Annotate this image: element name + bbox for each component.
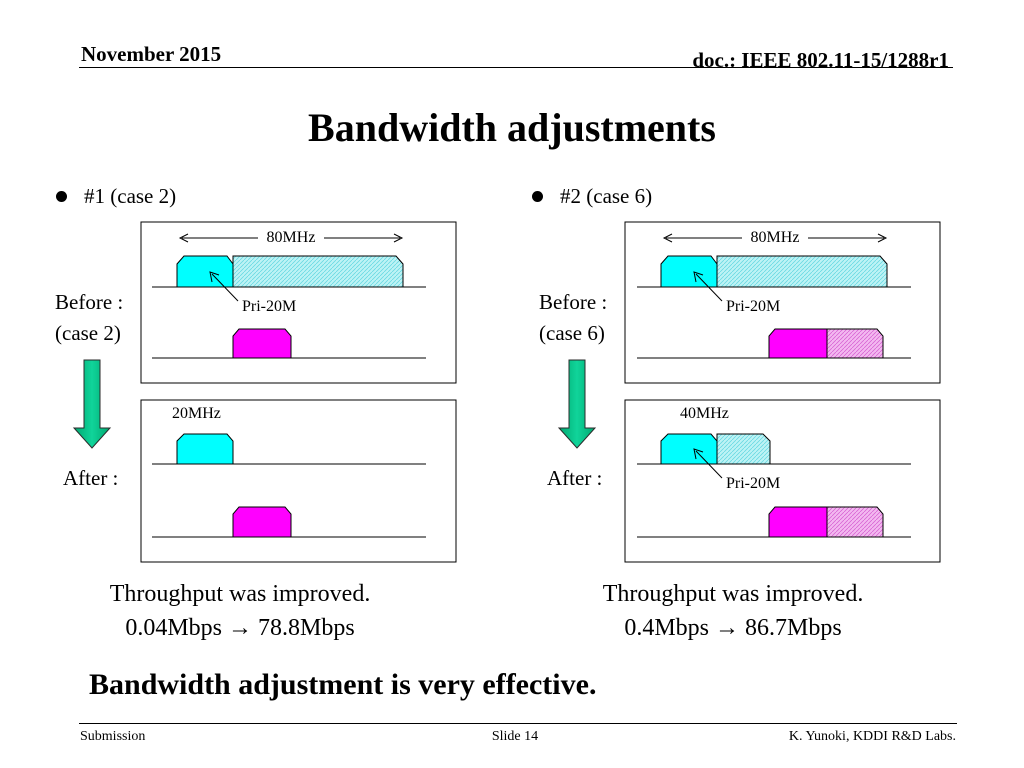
footer-author: K. Yunoki, KDDI R&D Labs.: [788, 729, 956, 744]
interferer-block: [768, 328, 828, 359]
arrowhead-left-icon: [178, 233, 189, 243]
interferer-block: [232, 328, 292, 359]
after-box-left: [140, 399, 457, 563]
primary-label: Pri-20M: [726, 298, 780, 315]
header-doc-id: doc.: IEEE 802.11-15/1288r1: [692, 48, 949, 72]
interferer-after-block: [768, 506, 828, 538]
pointer-arrow-icon: [209, 271, 220, 283]
primary-channel-after-block: [660, 433, 718, 465]
arrowhead-right-icon: [877, 233, 888, 243]
interferer-secondary-block: [826, 328, 884, 359]
width-label-80mhz: 80MHz: [267, 229, 316, 246]
after-label-left: After :: [63, 466, 119, 490]
result-left: Throughput was improved. 0.04Mbps → 78.8…: [60, 577, 420, 645]
bullet-case-6: #2 (case 6): [532, 184, 652, 209]
result-throughput: 0.04Mbps → 78.8Mbps: [125, 615, 355, 641]
after-box-right: [624, 399, 941, 563]
result-throughput: 0.4Mbps → 86.7Mbps: [624, 615, 842, 641]
result-right: Throughput was improved. 0.4Mbps → 86.7M…: [553, 577, 913, 645]
conclusion-text: Bandwidth adjustment is very effective.: [89, 668, 597, 701]
bullet-case-6-text: #2 (case 6): [560, 184, 653, 208]
pointer-arrow-icon: [693, 271, 704, 283]
interferer-secondary-after-block: [826, 506, 884, 538]
pointer-line: [695, 273, 723, 302]
pointer-line: [211, 273, 239, 302]
arrowhead-left-icon: [662, 233, 673, 243]
before-label-line: Before :: [55, 290, 124, 314]
bullet-dot-icon: [532, 190, 543, 202]
pointer-line: [695, 450, 723, 479]
header-date: November 2015: [81, 42, 222, 66]
result-line: Throughput was improved.: [602, 581, 864, 607]
before-case-line: (case 6): [539, 321, 605, 345]
interferer-after-block: [232, 506, 292, 538]
before-box-left: [140, 221, 457, 384]
width-label-bg: [742, 226, 808, 244]
header-divider: [79, 67, 953, 68]
bullet-case-2: #1 (case 2): [56, 184, 176, 209]
primary-label: Pri-20M: [242, 298, 296, 315]
bullet-dot-icon: [56, 190, 67, 202]
secondary-80mhz-block: [232, 255, 404, 288]
bullet-case-2-text: #1 (case 2): [84, 184, 177, 208]
before-label-left: Before : (case 2): [55, 287, 123, 349]
after-label-right: After :: [547, 466, 603, 490]
primary-channel-block: [176, 255, 234, 288]
result-line: Throughput was improved.: [109, 581, 371, 607]
before-label-line: Before :: [539, 290, 608, 314]
width-label-bg: [258, 226, 324, 244]
footer-submission: Submission: [80, 729, 146, 744]
width-label-20mhz: 20MHz: [172, 405, 221, 422]
before-box-right: [624, 221, 941, 384]
down-arrow-icon: [72, 359, 112, 449]
before-case-line: (case 2): [55, 321, 121, 345]
width-label-40mhz: 40MHz: [680, 405, 729, 422]
footer-divider: [79, 723, 957, 724]
footer-slide-number: Slide 14: [491, 729, 539, 744]
width-label-80mhz: 80MHz: [751, 229, 800, 246]
primary-channel-after-block: [176, 433, 234, 465]
slide-title: Bandwidth adjustments: [308, 105, 716, 150]
primary-channel-block: [660, 255, 718, 288]
secondary-40mhz-block: [716, 433, 771, 465]
arrowhead-right-icon: [393, 233, 404, 243]
down-arrow-icon: [557, 359, 597, 449]
secondary-80mhz-block: [716, 255, 888, 288]
pointer-arrow-icon: [693, 448, 704, 460]
primary-label: Pri-20M: [726, 475, 780, 492]
before-label-right: Before : (case 6): [539, 287, 607, 349]
